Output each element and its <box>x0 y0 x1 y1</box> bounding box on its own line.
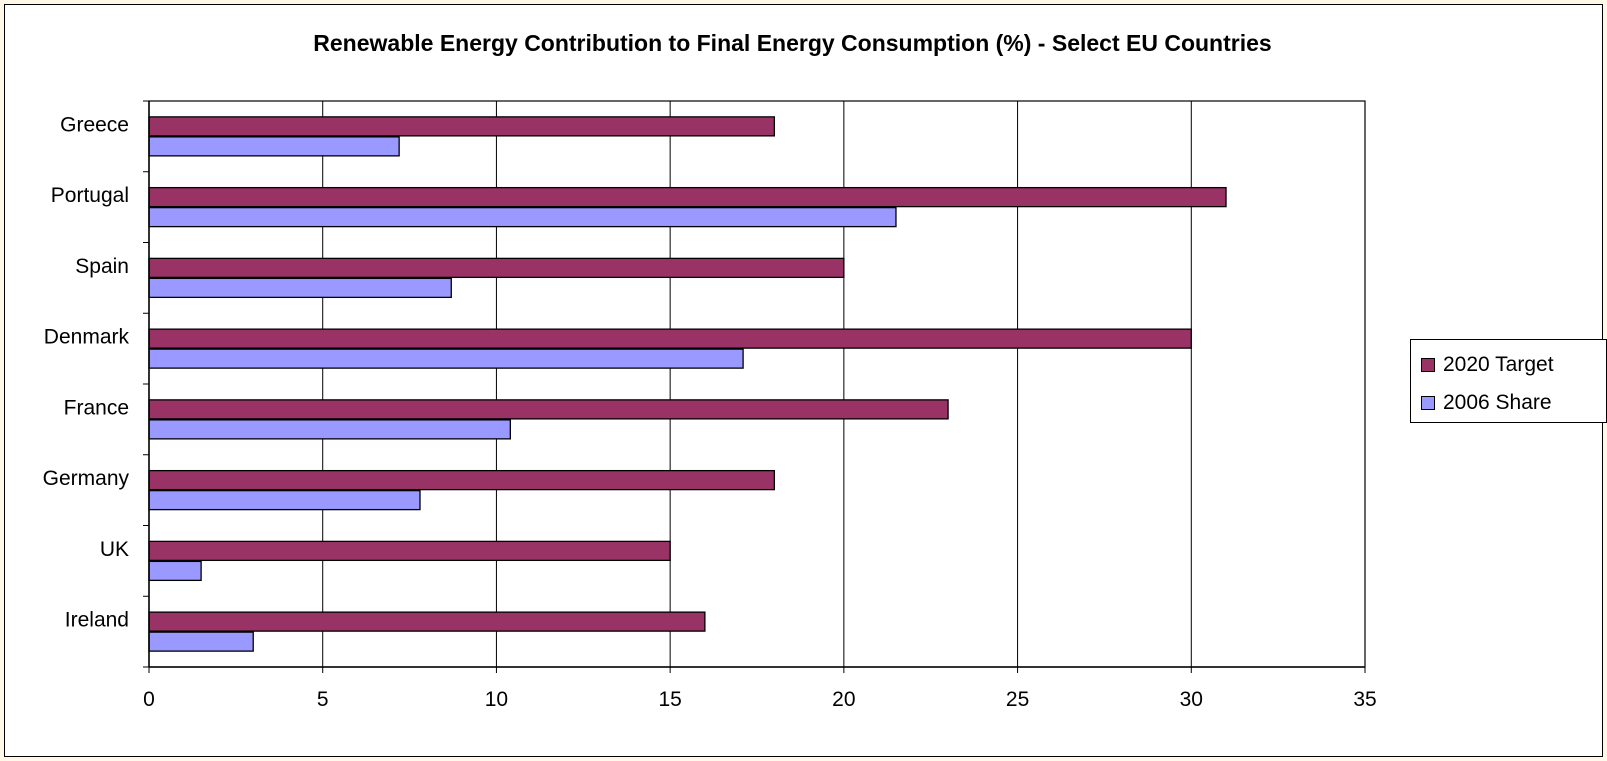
bar-target-portugal <box>148 186 1227 208</box>
y-tick-label-greece: Greece <box>60 113 129 136</box>
chart-title: Renewable Energy Contribution to Final E… <box>313 30 1272 56</box>
legend-item-share: 2006 Share <box>1421 390 1552 416</box>
x-tick-label-25: 25 <box>1006 688 1029 711</box>
x-tick-label-10: 10 <box>485 688 508 711</box>
x-tick-label-35: 35 <box>1353 688 1376 711</box>
legend-label-target: 2020 Target <box>1443 353 1554 376</box>
bar-share-spain <box>148 277 452 299</box>
bar-target-ireland <box>148 611 706 632</box>
legend-swatch-target <box>1421 358 1435 372</box>
bar-target-spain <box>148 257 845 279</box>
bar-target-germany <box>148 469 776 491</box>
bar-share-france <box>148 419 511 440</box>
bar-target-uk <box>148 540 671 562</box>
legend-item-target: 2020 Target <box>1421 352 1554 378</box>
legend-label-share: 2006 Share <box>1443 391 1552 414</box>
bar-target-france <box>148 399 949 420</box>
legend-swatch-share <box>1421 396 1435 410</box>
bar-share-uk <box>148 560 202 582</box>
y-tick-label-france: France <box>64 396 129 419</box>
x-tick-label-15: 15 <box>658 688 681 711</box>
y-tick-label-uk: UK <box>100 538 129 561</box>
x-tick-label-20: 20 <box>832 688 855 711</box>
bar-share-denmark <box>148 348 744 369</box>
x-tick-label-5: 5 <box>317 688 329 711</box>
y-tick-label-germany: Germany <box>43 467 130 490</box>
bar-share-portugal <box>148 206 897 228</box>
bar-share-germany <box>148 489 421 511</box>
bar-share-greece <box>148 136 400 157</box>
bar-share-ireland <box>148 631 254 652</box>
plot-area-border <box>148 100 1366 668</box>
bar-target-denmark <box>148 328 1192 349</box>
legend: 2020 Target 2006 Share <box>1410 339 1607 423</box>
y-tick-label-ireland: Ireland <box>65 609 129 632</box>
bar-target-greece <box>148 116 776 137</box>
y-tick-label-portugal: Portugal <box>51 184 129 207</box>
y-tick-label-denmark: Denmark <box>44 326 130 349</box>
x-tick-label-0: 0 <box>143 688 155 711</box>
y-tick-label-spain: Spain <box>75 255 129 278</box>
x-tick-label-30: 30 <box>1180 688 1203 711</box>
